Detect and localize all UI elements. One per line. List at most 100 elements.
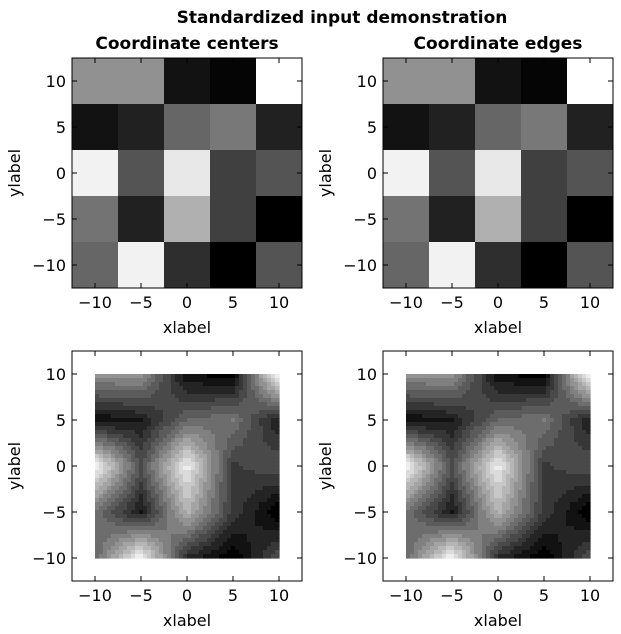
contour-fill bbox=[510, 414, 515, 419]
contour-fill bbox=[578, 554, 583, 559]
contour-fill bbox=[474, 518, 479, 523]
contour-fill bbox=[99, 510, 104, 515]
contour-fill bbox=[450, 374, 455, 379]
contour-fill bbox=[159, 414, 164, 419]
contour-fill bbox=[135, 470, 140, 475]
contour-fill bbox=[111, 430, 116, 435]
y-tick-label: 10 bbox=[357, 72, 377, 91]
contour-fill bbox=[458, 402, 463, 407]
contour-fill bbox=[538, 446, 543, 451]
contour-fill bbox=[95, 542, 100, 547]
contour-fill bbox=[235, 454, 240, 459]
contour-fill bbox=[530, 466, 535, 471]
contour-fill bbox=[542, 462, 547, 467]
contour-fill bbox=[275, 486, 280, 491]
contour-fill bbox=[406, 466, 411, 471]
contour-fill bbox=[518, 410, 523, 415]
contour-fill bbox=[498, 506, 503, 511]
contour-fill bbox=[119, 518, 124, 523]
contour-fill bbox=[135, 538, 140, 543]
contour-fill bbox=[550, 542, 555, 547]
contour-fill bbox=[470, 526, 475, 531]
contour-fill bbox=[95, 538, 100, 543]
contour-fill bbox=[127, 498, 132, 503]
contour-fill bbox=[147, 542, 152, 547]
contour-fill bbox=[422, 522, 427, 527]
contour-fill bbox=[199, 446, 204, 451]
contour-fill bbox=[127, 434, 132, 439]
contour-fill bbox=[179, 550, 184, 555]
contour-fill bbox=[546, 486, 551, 491]
contour-fill bbox=[243, 458, 248, 463]
contour-fill bbox=[570, 434, 575, 439]
contour-fill bbox=[530, 390, 535, 395]
contour-fill bbox=[550, 382, 555, 387]
contour-fill bbox=[418, 434, 423, 439]
contour-fill bbox=[99, 498, 104, 503]
contour-fill bbox=[458, 446, 463, 451]
contour-fill bbox=[498, 474, 503, 479]
contour-fill bbox=[275, 518, 280, 523]
contour-fill bbox=[446, 530, 451, 535]
x-tick-label: 5 bbox=[228, 293, 238, 312]
contour-fill bbox=[550, 486, 555, 491]
contour-fill bbox=[243, 402, 248, 407]
contour-fill bbox=[215, 374, 220, 379]
contour-fill bbox=[223, 410, 228, 415]
contour-fill bbox=[534, 530, 539, 535]
contour-fill bbox=[227, 478, 232, 483]
contour-fill bbox=[243, 530, 248, 535]
contour-fill bbox=[550, 402, 555, 407]
contour-fill bbox=[510, 426, 515, 431]
contour-fill bbox=[542, 426, 547, 431]
contour-fill bbox=[514, 402, 519, 407]
contour-fill bbox=[586, 446, 591, 451]
contour-fill bbox=[498, 482, 503, 487]
contour-fill bbox=[562, 502, 567, 507]
contour-fill bbox=[175, 406, 180, 411]
y-tick-label: 0 bbox=[367, 164, 377, 183]
contour-fill bbox=[466, 554, 471, 559]
contour-fill bbox=[155, 418, 160, 423]
contour-fill bbox=[187, 534, 192, 539]
contour-fill bbox=[514, 426, 519, 431]
contour-fill bbox=[410, 458, 415, 463]
contour-fill bbox=[219, 410, 224, 415]
contour-fill bbox=[227, 378, 232, 383]
contour-fill bbox=[514, 410, 519, 415]
contour-fill bbox=[566, 454, 571, 459]
contour-fill bbox=[586, 438, 591, 443]
contour-fill bbox=[558, 422, 563, 427]
contour-fill bbox=[522, 466, 527, 471]
contour-fill bbox=[127, 546, 132, 551]
contour-fill bbox=[103, 526, 108, 531]
contour-fill bbox=[494, 482, 499, 487]
contour-fill bbox=[578, 482, 583, 487]
contour-fill bbox=[147, 406, 152, 411]
contour-fill bbox=[498, 534, 503, 539]
contour-fill bbox=[159, 554, 164, 559]
contour-fill bbox=[578, 446, 583, 451]
contour-fill bbox=[550, 446, 555, 451]
contour-fill bbox=[239, 434, 244, 439]
contour-fill bbox=[195, 422, 200, 427]
x-axis-label: xlabel bbox=[474, 611, 522, 630]
y-tick-label: −10 bbox=[343, 256, 377, 275]
contour-fill bbox=[446, 526, 451, 531]
contour-fill bbox=[239, 522, 244, 527]
contour-fill bbox=[430, 450, 435, 455]
contour-fill bbox=[586, 462, 591, 467]
contour-fill bbox=[522, 422, 527, 427]
x-tick-label: 0 bbox=[182, 586, 192, 605]
x-tick-label: 10 bbox=[580, 293, 600, 312]
contour-fill bbox=[510, 410, 515, 415]
contour-fill bbox=[139, 446, 144, 451]
contour-fill bbox=[239, 482, 244, 487]
contour-fill bbox=[195, 410, 200, 415]
contour-fill bbox=[502, 410, 507, 415]
contour-fill bbox=[139, 418, 144, 423]
contour-fill bbox=[95, 522, 100, 527]
contour-fill bbox=[95, 546, 100, 551]
contour-fill bbox=[546, 542, 551, 547]
contour-fill bbox=[518, 454, 523, 459]
